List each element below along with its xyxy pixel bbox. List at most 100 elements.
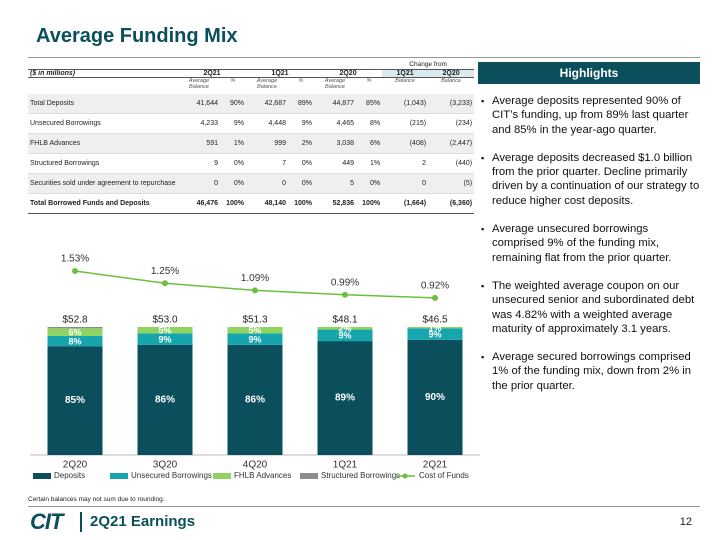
table-cell: ($ in millions) [28,69,178,78]
table-cell: 44,877 [314,94,356,114]
table-cell: Average Balance [188,78,210,90]
highlights-panel: Highlights Average deposits represented … [478,62,700,407]
table-cell: 999 [246,133,288,154]
table-cell: 7 [246,153,288,174]
highlight-bullet: Average deposits decreased $1.0 billion … [481,151,700,208]
bar-segment [407,339,463,455]
bar-segment [137,327,193,334]
table-cell: 9% [288,113,314,134]
legend-label: Unsecured Borrowings [131,471,212,480]
bar-segment [227,327,283,334]
table-cell: 48,140 [246,193,288,214]
line-label: 1.09% [241,273,269,284]
legend-label: Structured Borrowings [321,471,400,480]
table-cell: Total Borrowed Funds and Deposits [28,193,178,214]
table-cell: (2,447) [428,133,475,154]
bar-segment [317,327,373,330]
table-cell: 4,233 [178,113,220,134]
table-row: Total Deposits 41,644 90% 42,687 89% 44,877 85… [28,94,475,114]
legend-label: Cost of Funds [419,471,469,480]
table-cell: 449 [314,153,356,174]
legend-label: Deposits [54,471,85,480]
table-cell: 2Q21 [178,69,246,78]
table-cell: Structured Borrowings [28,153,178,174]
table-row: Securities sold under agreement to repur… [28,173,475,194]
highlight-bullet: Average deposits represented 90% of CIT’… [481,94,700,137]
legend-swatch [33,473,51,479]
table-cell: Average Balance [324,78,346,90]
table-cell: 100% [356,193,383,214]
cost-point [252,287,258,294]
table-cell: 5 [314,173,356,194]
table-row: Change from [28,60,474,70]
highlights-list: Average deposits represented 90% of CIT’… [478,94,700,393]
bar-segment [47,328,103,336]
table-cell: % [230,78,236,84]
bar-label: 9% [248,335,261,345]
bar-label: 1% [428,323,441,333]
table-cell: 2 [382,153,429,174]
table-cell: 100% [220,193,246,214]
bar-segment [227,344,283,455]
bar-segment [137,333,193,345]
bar-label: 85% [65,395,85,406]
bar-segment [137,344,193,455]
line-label: 1.53% [61,254,89,265]
total-label: $51.3 [242,315,267,326]
total-label: $46.5 [422,315,447,326]
footer-label: 2Q21 Earnings [90,513,196,530]
slide-title: Average Funding Mix [36,25,238,47]
table-cell: 0% [288,153,314,174]
table-cell: Average Balance [256,78,278,90]
table-cell: 4,448 [246,113,288,134]
logo-divider [80,512,82,532]
table-cell: (3,233) [428,94,475,114]
highlight-bullet: The weighted average coupon on our unsec… [481,279,700,336]
table-cell: 9% [220,113,246,134]
footer-rule [28,506,700,507]
table-cell: (1,043) [382,94,429,114]
table-cell: 0% [288,173,314,194]
legend-swatch [110,473,128,479]
bar-label: 9% [338,331,351,341]
bar-label: 86% [155,395,175,406]
legend-label: FHLB Advances [234,471,291,480]
table-cell: 3,038 [314,133,356,154]
footnote: Certain balances may not sum due to roun… [28,496,165,503]
legend-swatch [213,473,231,479]
table-cell: 9 [178,153,220,174]
table-cell: FHLB Advances [28,133,178,154]
total-label: $52.8 [62,315,87,326]
highlight-bullet: Average unsecured borrowings comprised 9… [481,222,700,265]
line-label: 1.25% [151,266,179,277]
table-cell: Change from [409,61,447,68]
table-cell: 8% [356,113,383,134]
table-cell: 52,836 [314,193,356,214]
table-row: Unsecured Borrowings 4,233 9% 4,448 9% 4,465 8… [28,113,475,134]
x-tick-label: 4Q20 [243,460,268,471]
bar-label: 8% [68,336,81,346]
table-cell: Balance [441,78,462,84]
table-cell: 1Q21 [246,69,314,78]
table-row: ($ in millions) 2Q21 1Q21 2Q20 1Q21 2Q20 [28,69,475,78]
table-row: Average Balance% Average Balance% Average … [28,78,474,95]
cost-point [342,291,348,298]
table-cell: (6,360) [428,193,475,214]
table-cell: (1,664) [382,193,429,214]
line-label: 0.92% [421,280,449,291]
table-row: Total Borrowed Funds and Deposits 46,476 1… [28,193,475,214]
table-cell: 42,687 [246,94,288,114]
table-cell: 591 [178,133,220,154]
x-tick-label: 2Q21 [423,460,448,471]
table-cell: 41,644 [178,94,220,114]
x-tick-label: 2Q20 [63,460,88,471]
bar-segment [227,333,283,345]
total-label: $48.1 [332,315,357,326]
table-cell: % [298,78,304,84]
line-label: 0.99% [331,277,359,288]
legend-swatch [300,473,318,479]
table-cell: % [366,78,372,84]
bar-label: 89% [335,393,355,404]
cost-point [162,280,168,287]
